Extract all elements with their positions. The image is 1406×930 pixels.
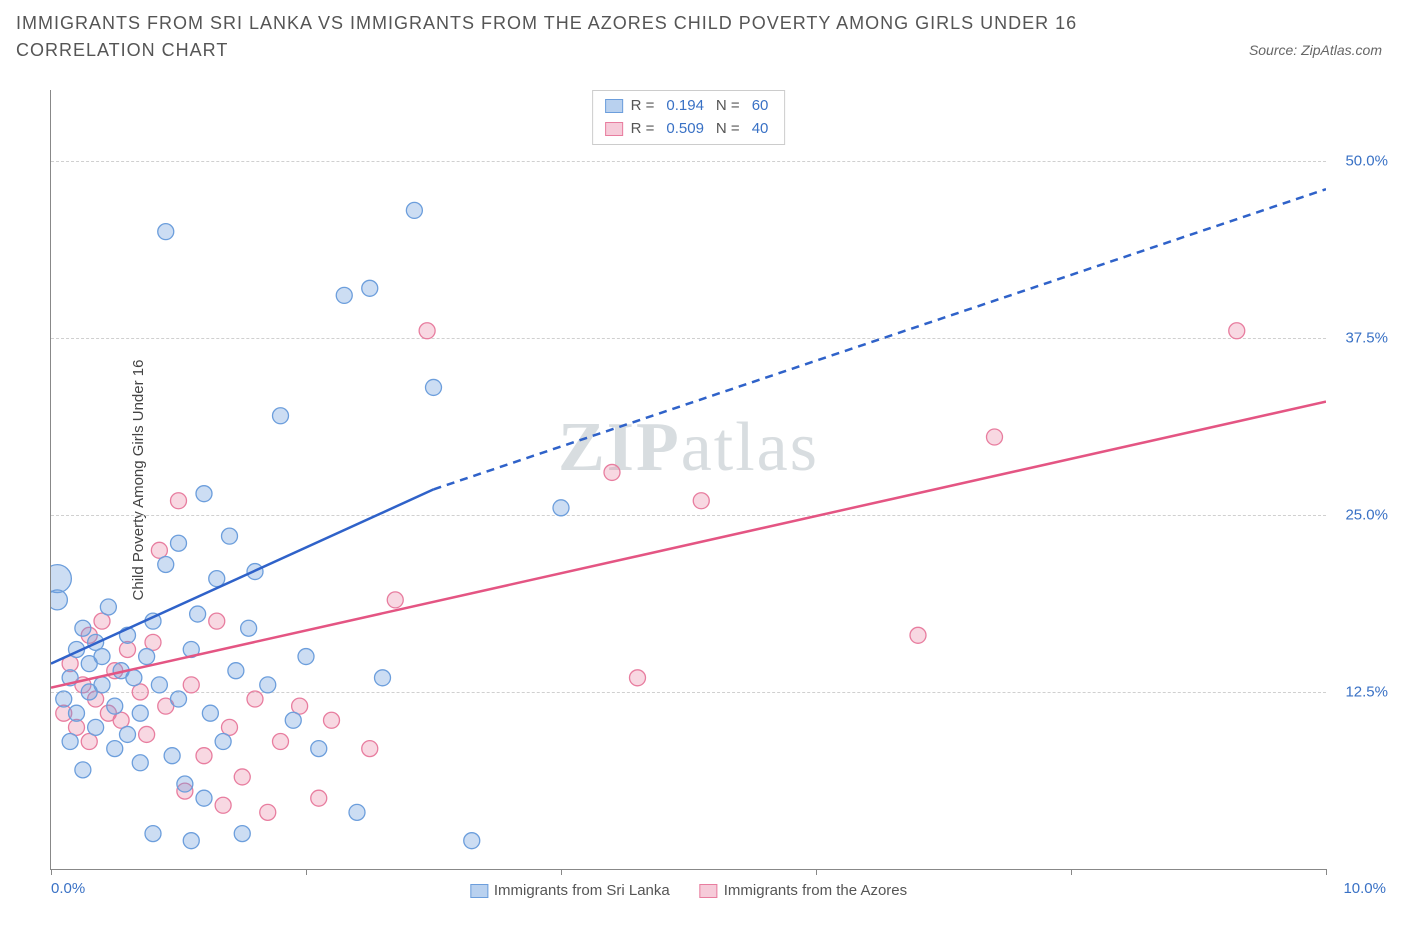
r-label: R =: [631, 118, 655, 141]
series-a-name: Immigrants from Sri Lanka: [494, 882, 670, 899]
stats-row-a: R = 0.194 N = 60: [605, 95, 773, 118]
x-axis-min-label: 0.0%: [51, 880, 85, 897]
x-tick: [561, 869, 562, 875]
legend-item-a: Immigrants from Sri Lanka: [470, 882, 670, 899]
swatch-a: [605, 99, 623, 113]
x-axis-max-label: 10.0%: [1343, 880, 1386, 897]
swatch-a-btm: [470, 884, 488, 898]
n-label: N =: [716, 95, 740, 118]
r-label: R =: [631, 95, 655, 118]
chart-title: IMMIGRANTS FROM SRI LANKA VS IMMIGRANTS …: [16, 10, 1186, 64]
stats-legend: R = 0.194 N = 60 R = 0.509 N = 40: [592, 90, 786, 145]
y-tick-label: 37.5%: [1345, 329, 1388, 346]
source-attribution: Source: ZipAtlas.com: [1249, 42, 1382, 58]
legend-item-b: Immigrants from the Azores: [700, 882, 907, 899]
plot-svg: [51, 90, 1326, 869]
n-value-a: 60: [752, 95, 769, 118]
x-tick: [306, 869, 307, 875]
stats-row-b: R = 0.509 N = 40: [605, 118, 773, 141]
swatch-b-btm: [700, 884, 718, 898]
n-value-b: 40: [752, 118, 769, 141]
y-tick-label: 12.5%: [1345, 683, 1388, 700]
chart-container: Child Poverty Among Girls Under 16 ZIPat…: [50, 90, 1326, 870]
r-value-b: 0.509: [666, 118, 704, 141]
x-tick: [1071, 869, 1072, 875]
swatch-b: [605, 122, 623, 136]
x-tick: [1326, 869, 1327, 875]
series-b-name: Immigrants from the Azores: [724, 882, 907, 899]
y-tick-label: 25.0%: [1345, 506, 1388, 523]
x-tick: [51, 869, 52, 875]
plot-area: ZIPatlas R = 0.194 N = 60 R = 0.509 N = …: [50, 90, 1326, 870]
series-legend: Immigrants from Sri Lanka Immigrants fro…: [470, 882, 907, 899]
x-tick: [816, 869, 817, 875]
y-tick-label: 50.0%: [1345, 152, 1388, 169]
r-value-a: 0.194: [666, 95, 704, 118]
n-label: N =: [716, 118, 740, 141]
